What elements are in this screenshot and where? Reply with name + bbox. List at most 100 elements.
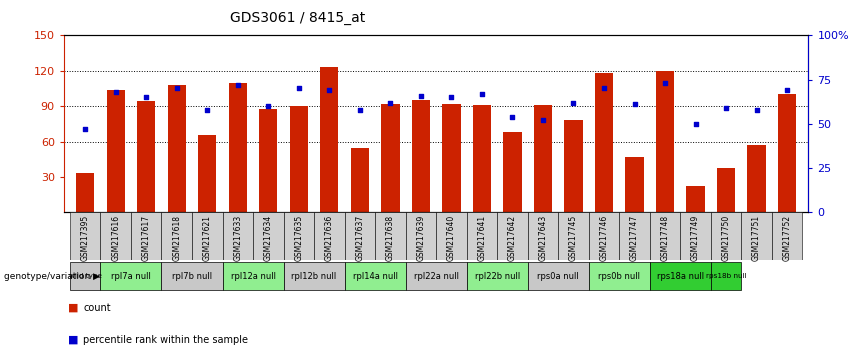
Bar bbox=[656, 71, 674, 212]
FancyBboxPatch shape bbox=[222, 262, 283, 290]
Point bbox=[201, 107, 214, 113]
Text: GSM217639: GSM217639 bbox=[416, 215, 426, 261]
Text: rpl14a null: rpl14a null bbox=[352, 272, 397, 281]
FancyBboxPatch shape bbox=[345, 262, 406, 290]
Text: GSM217636: GSM217636 bbox=[325, 215, 334, 261]
Text: rpl22a null: rpl22a null bbox=[414, 272, 459, 281]
Text: GSM217642: GSM217642 bbox=[508, 215, 517, 261]
Point bbox=[628, 102, 642, 107]
Point bbox=[567, 100, 580, 105]
Bar bbox=[534, 105, 552, 212]
Text: GSM217746: GSM217746 bbox=[599, 215, 608, 261]
FancyBboxPatch shape bbox=[772, 212, 802, 260]
Bar bbox=[687, 187, 705, 212]
Bar bbox=[564, 120, 583, 212]
FancyBboxPatch shape bbox=[680, 212, 711, 260]
FancyBboxPatch shape bbox=[711, 212, 741, 260]
FancyBboxPatch shape bbox=[162, 212, 192, 260]
Text: GSM217752: GSM217752 bbox=[783, 215, 791, 261]
Point bbox=[780, 87, 794, 93]
Text: GSM217395: GSM217395 bbox=[81, 215, 89, 261]
Bar bbox=[747, 145, 766, 212]
FancyBboxPatch shape bbox=[650, 262, 711, 290]
Point bbox=[536, 118, 550, 123]
Text: GSM217621: GSM217621 bbox=[203, 215, 212, 261]
FancyBboxPatch shape bbox=[620, 212, 650, 260]
FancyBboxPatch shape bbox=[711, 262, 741, 290]
Text: GSM217617: GSM217617 bbox=[142, 215, 151, 261]
Text: GSM217751: GSM217751 bbox=[752, 215, 761, 261]
Text: GSM217616: GSM217616 bbox=[111, 215, 120, 261]
Bar bbox=[595, 73, 613, 212]
Text: rps18b null: rps18b null bbox=[705, 273, 746, 279]
Point bbox=[414, 93, 428, 98]
Point bbox=[719, 105, 733, 111]
Point bbox=[384, 100, 397, 105]
FancyBboxPatch shape bbox=[162, 262, 222, 290]
Text: GDS3061 / 8415_at: GDS3061 / 8415_at bbox=[231, 11, 365, 25]
Point bbox=[688, 121, 702, 127]
Bar bbox=[381, 104, 399, 212]
FancyBboxPatch shape bbox=[466, 262, 528, 290]
Text: GSM217745: GSM217745 bbox=[569, 215, 578, 261]
FancyBboxPatch shape bbox=[466, 212, 497, 260]
Bar bbox=[778, 95, 797, 212]
Point bbox=[597, 86, 611, 91]
FancyBboxPatch shape bbox=[406, 262, 466, 290]
Bar bbox=[320, 67, 339, 212]
Bar bbox=[289, 106, 308, 212]
FancyBboxPatch shape bbox=[70, 262, 100, 290]
Point bbox=[323, 87, 336, 93]
Text: GSM217748: GSM217748 bbox=[660, 215, 670, 261]
Text: GSM217618: GSM217618 bbox=[172, 215, 181, 261]
Text: GSM217749: GSM217749 bbox=[691, 215, 700, 261]
Text: rpl12a null: rpl12a null bbox=[231, 272, 276, 281]
Text: ■: ■ bbox=[68, 335, 78, 345]
FancyBboxPatch shape bbox=[558, 212, 589, 260]
Text: GSM217633: GSM217633 bbox=[233, 215, 243, 261]
Point bbox=[353, 107, 367, 113]
Text: genotype/variation ▶: genotype/variation ▶ bbox=[4, 272, 100, 281]
FancyBboxPatch shape bbox=[528, 262, 589, 290]
FancyBboxPatch shape bbox=[406, 212, 436, 260]
FancyBboxPatch shape bbox=[314, 212, 345, 260]
Text: ■: ■ bbox=[68, 303, 78, 313]
Text: GSM217634: GSM217634 bbox=[264, 215, 273, 261]
FancyBboxPatch shape bbox=[100, 212, 131, 260]
Bar bbox=[106, 90, 125, 212]
FancyBboxPatch shape bbox=[100, 262, 162, 290]
Text: rps18a null: rps18a null bbox=[657, 272, 704, 281]
Text: rpl7b null: rpl7b null bbox=[172, 272, 212, 281]
Bar bbox=[717, 167, 735, 212]
Text: GSM217637: GSM217637 bbox=[356, 215, 364, 261]
Text: wild type: wild type bbox=[69, 273, 101, 279]
FancyBboxPatch shape bbox=[283, 212, 314, 260]
Text: GSM217643: GSM217643 bbox=[539, 215, 547, 261]
Text: count: count bbox=[83, 303, 111, 313]
Point bbox=[444, 95, 458, 100]
Bar bbox=[168, 85, 186, 212]
Point bbox=[109, 89, 123, 95]
Text: percentile rank within the sample: percentile rank within the sample bbox=[83, 335, 248, 345]
Point bbox=[261, 103, 275, 109]
Text: GSM217638: GSM217638 bbox=[386, 215, 395, 261]
Point bbox=[658, 80, 671, 86]
FancyBboxPatch shape bbox=[741, 212, 772, 260]
FancyBboxPatch shape bbox=[222, 212, 253, 260]
Bar bbox=[260, 109, 277, 212]
Text: GSM217750: GSM217750 bbox=[722, 215, 730, 261]
FancyBboxPatch shape bbox=[70, 212, 100, 260]
Bar bbox=[76, 173, 94, 212]
Text: rps0b null: rps0b null bbox=[598, 272, 640, 281]
Point bbox=[170, 86, 184, 91]
Point bbox=[78, 126, 92, 132]
Text: rpl12b null: rpl12b null bbox=[291, 272, 337, 281]
Text: rps0a null: rps0a null bbox=[537, 272, 579, 281]
Point bbox=[505, 114, 519, 120]
FancyBboxPatch shape bbox=[253, 212, 283, 260]
FancyBboxPatch shape bbox=[283, 262, 345, 290]
Bar bbox=[412, 100, 430, 212]
FancyBboxPatch shape bbox=[528, 212, 558, 260]
FancyBboxPatch shape bbox=[589, 212, 620, 260]
Point bbox=[231, 82, 244, 88]
